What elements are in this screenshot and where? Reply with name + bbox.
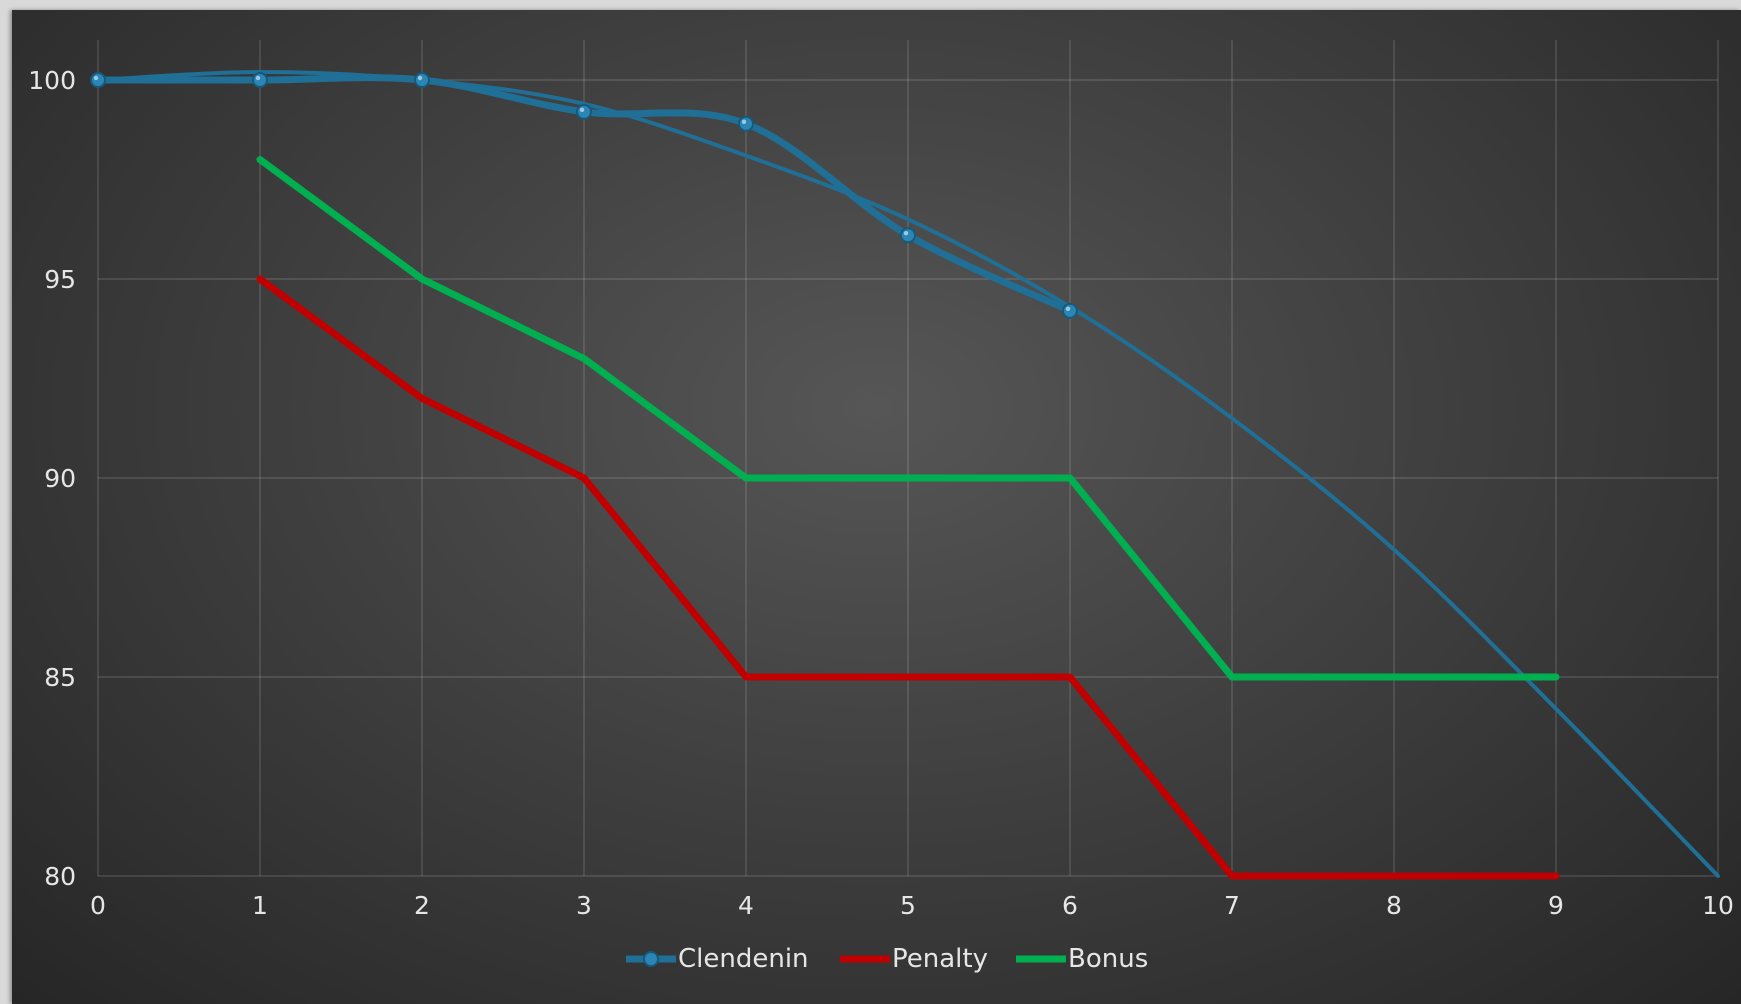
x-tick-label: 9 <box>1548 891 1564 920</box>
x-tick-label: 2 <box>414 891 430 920</box>
y-tick-label: 95 <box>44 265 76 294</box>
clendenin-point-highlight <box>579 107 585 113</box>
y-tick-label: 100 <box>28 66 76 95</box>
clendenin-legend-marker <box>643 951 659 967</box>
clendenin-point <box>900 227 916 244</box>
x-tick-label: 3 <box>576 891 592 920</box>
clendenin-point <box>576 103 592 120</box>
chart-area: 0 1 2 3 4 5 6 7 8 9 10 100 95 90 85 80 Clendenin Penalty… <box>12 10 1741 1004</box>
penalty-legend-label: Penalty <box>892 944 988 974</box>
y-tick-label: 80 <box>44 862 76 891</box>
x-tick-label: 0 <box>90 891 106 920</box>
x-tick-label: 7 <box>1224 891 1240 920</box>
clendenin-point <box>252 72 268 88</box>
y-tick-label: 90 <box>44 464 76 493</box>
clendenin-point <box>414 72 430 88</box>
x-tick-label: 5 <box>900 891 916 920</box>
clendenin-point-highlight <box>741 119 747 124</box>
bonus-series-line <box>256 156 1560 681</box>
legend: Clendenin Penalty Bonus <box>626 944 1148 974</box>
x-tick-label: 1 <box>252 891 268 920</box>
axis-tick-labels: 0 1 2 3 4 5 6 7 8 9 10 100 95 90 85 80 <box>28 66 1734 920</box>
series-lines <box>90 70 1720 880</box>
grid <box>97 40 1719 877</box>
clendenin-point-highlight <box>255 75 261 81</box>
clendenin-point-highlight <box>1065 306 1071 312</box>
y-tick-label: 85 <box>44 663 76 692</box>
clendenin-point-highlight <box>903 231 909 236</box>
x-tick-label: 8 <box>1386 891 1402 920</box>
clendenin-point <box>1062 302 1078 319</box>
clendenin-legend-label: Clendenin <box>678 944 809 974</box>
clendenin-point-highlight <box>93 75 99 81</box>
penalty-series-line <box>256 275 1560 880</box>
line-chart: 0 1 2 3 4 5 6 7 8 9 10 100 95 90 85 80 Clendenin Penalty… <box>28 40 1734 974</box>
clendenin-point-highlight <box>417 75 423 81</box>
clendenin-point <box>738 115 754 132</box>
x-tick-label: 4 <box>738 891 754 920</box>
bonus-legend-label: Bonus <box>1068 944 1148 974</box>
x-tick-label: 10 <box>1702 891 1734 920</box>
x-tick-label: 6 <box>1062 891 1078 920</box>
clendenin-point <box>90 72 106 88</box>
